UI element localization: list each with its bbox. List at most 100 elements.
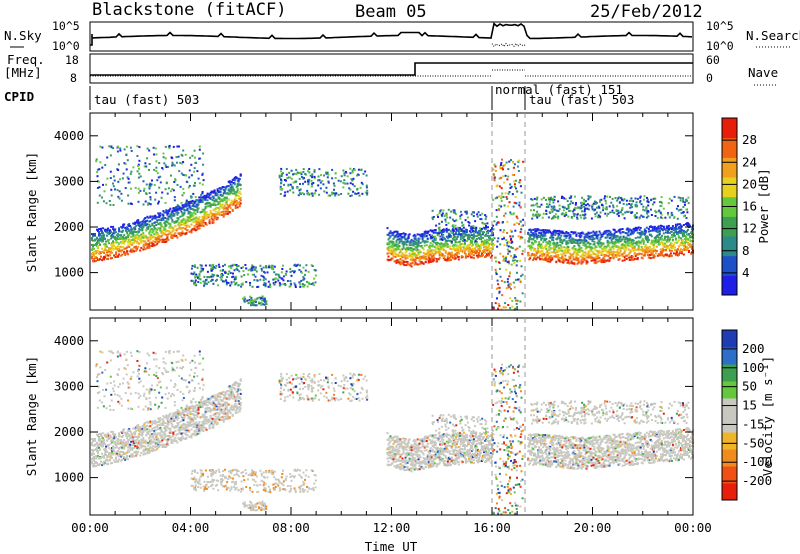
range-cell <box>235 194 238 197</box>
range-cell <box>219 198 222 201</box>
range-cell <box>136 236 139 239</box>
range-cell <box>527 231 530 234</box>
range-cell <box>147 216 150 219</box>
range-cell <box>647 210 650 213</box>
range-cell <box>197 177 200 180</box>
range-cell <box>168 230 171 233</box>
range-cell <box>455 219 458 222</box>
range-cell <box>674 238 677 241</box>
range-cell <box>484 222 487 225</box>
range-cell <box>211 273 214 276</box>
range-cell <box>683 203 686 206</box>
range-cell <box>133 250 136 253</box>
range-cell <box>99 233 101 236</box>
range-cell <box>366 189 369 192</box>
range-cell <box>170 174 172 177</box>
range-cell <box>538 243 541 246</box>
range-cell <box>646 196 648 199</box>
range-cell <box>186 221 189 224</box>
range-cell <box>423 235 426 238</box>
range-cell <box>667 212 669 215</box>
range-cell <box>574 206 577 209</box>
range-cell <box>431 229 434 232</box>
range-cell <box>576 240 579 243</box>
range-cell <box>480 227 483 230</box>
range-cell <box>594 213 597 215</box>
range-cell <box>231 186 234 189</box>
range-cell <box>217 196 220 199</box>
range-cell <box>130 226 133 229</box>
range-cell <box>431 216 434 219</box>
range-cell <box>647 215 650 218</box>
range-cell <box>471 230 474 232</box>
range-cell <box>98 194 101 197</box>
range-cell <box>548 247 551 250</box>
range-cell <box>199 223 202 226</box>
range-cell <box>188 184 191 187</box>
range-cell <box>311 176 314 179</box>
range-cell <box>691 230 693 233</box>
range-cell <box>461 255 464 258</box>
range-cell <box>136 247 139 250</box>
range-cell <box>149 220 152 223</box>
range-cell <box>562 259 565 262</box>
range-cell <box>129 146 132 149</box>
range-cell <box>406 238 409 241</box>
range-cell <box>630 199 633 202</box>
range-cell <box>127 194 130 197</box>
range-cell <box>463 243 466 246</box>
range-cell <box>571 254 574 257</box>
range-cell <box>286 177 289 180</box>
range-cell <box>148 243 151 246</box>
range-cell <box>528 254 531 257</box>
range-cell <box>616 205 619 208</box>
range-cell <box>138 146 141 149</box>
range-cell <box>165 210 168 213</box>
range-cell <box>447 208 450 211</box>
range-cell <box>235 201 238 204</box>
range-cell <box>173 199 176 202</box>
range-cell <box>110 225 113 228</box>
range-cell <box>585 262 588 265</box>
range-cell <box>581 239 584 242</box>
range-cell <box>297 194 300 197</box>
range-cell <box>673 195 676 198</box>
range-cell <box>150 183 153 186</box>
range-cell <box>649 234 652 237</box>
range-cell <box>473 211 475 214</box>
range-cell <box>299 283 302 286</box>
range-cell <box>470 236 473 239</box>
range-cell <box>561 195 563 198</box>
range-cell <box>584 236 587 239</box>
range-cell <box>549 260 552 263</box>
range-cell <box>637 244 640 247</box>
range-cell <box>465 231 468 233</box>
range-cell <box>313 170 316 173</box>
range-cell <box>238 178 241 180</box>
range-cell <box>437 234 440 237</box>
range-cell <box>660 241 663 243</box>
range-cell <box>646 200 649 203</box>
range-cell <box>480 229 482 232</box>
range-cell <box>280 175 283 177</box>
range-cell <box>596 206 598 209</box>
range-cell <box>146 247 149 250</box>
range-cell <box>164 221 167 224</box>
range-cell <box>361 183 364 186</box>
range-cell <box>204 281 207 284</box>
range-cell <box>162 217 165 220</box>
range-cell <box>153 168 156 171</box>
range-cell <box>152 243 155 245</box>
range-cell <box>233 280 236 283</box>
range-cell <box>597 233 600 236</box>
range-cell <box>538 205 541 208</box>
range-cell <box>443 254 446 257</box>
range-cell <box>126 226 129 229</box>
range-cell <box>678 225 681 228</box>
range-cell <box>147 202 150 205</box>
range-cell <box>110 231 113 234</box>
range-cell <box>643 254 646 257</box>
range-cell <box>563 259 566 262</box>
range-cell <box>329 194 332 197</box>
range-cell <box>554 229 557 232</box>
